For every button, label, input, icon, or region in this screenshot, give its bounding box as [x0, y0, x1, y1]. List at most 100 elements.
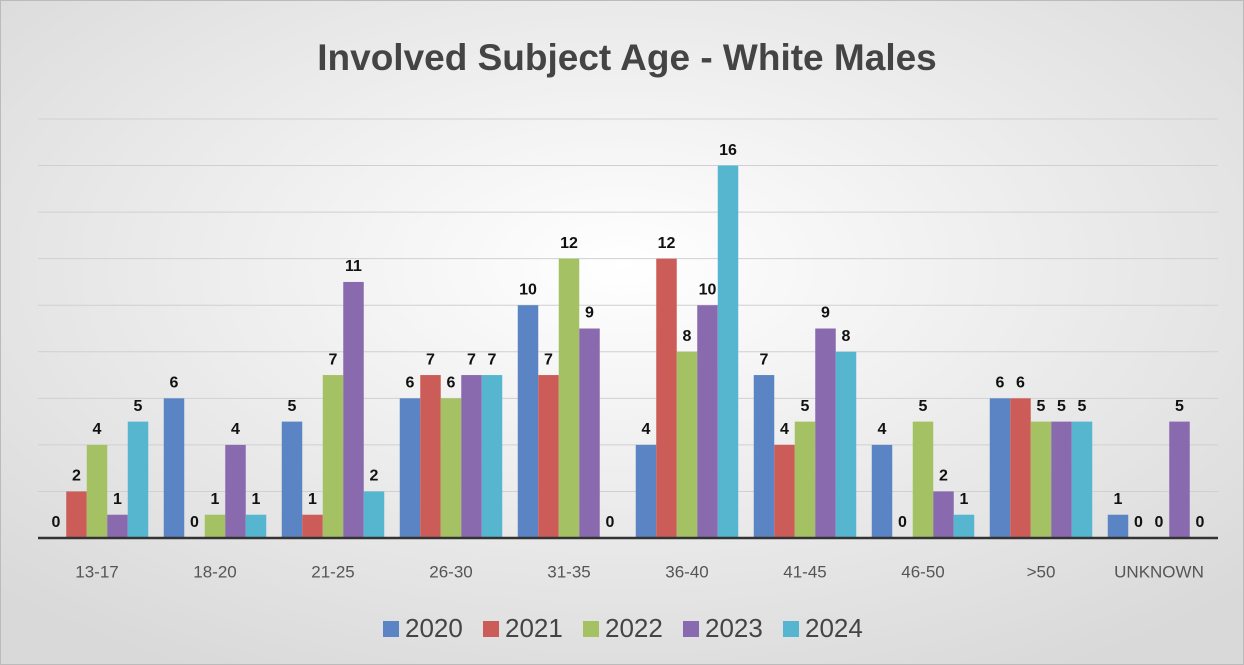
value-label: 2	[370, 468, 379, 485]
value-label: 1	[211, 491, 220, 508]
value-label: 12	[560, 235, 578, 252]
bar	[66, 491, 87, 538]
legend-label: 2020	[405, 613, 463, 643]
value-label: 0	[52, 514, 61, 531]
bar	[322, 375, 344, 538]
chart-title: Involved Subject Age - White Males	[317, 37, 937, 78]
legend-label: 2022	[605, 613, 663, 643]
x-tick-label: 41-45	[783, 562, 826, 581]
bar	[989, 398, 1011, 538]
value-label: 5	[1057, 398, 1066, 415]
x-tick-label: 18-20	[193, 562, 236, 581]
value-label: 9	[585, 305, 594, 322]
value-label: 2	[939, 468, 948, 485]
x-tick-label: >50	[1027, 562, 1056, 581]
value-label: 7	[426, 351, 435, 368]
bar	[225, 444, 246, 538]
value-label: 4	[780, 421, 789, 438]
value-label: 7	[488, 351, 497, 368]
value-label: 7	[467, 351, 476, 368]
value-label: 9	[821, 305, 830, 322]
bar	[912, 421, 934, 538]
bar	[363, 491, 385, 538]
value-label: 11	[345, 258, 362, 275]
bar	[1030, 421, 1052, 538]
value-label: 4	[93, 421, 102, 438]
bar	[1107, 514, 1129, 538]
bar	[538, 375, 559, 538]
value-label: 10	[519, 281, 537, 298]
value-label: 5	[919, 398, 928, 415]
bar	[420, 375, 441, 538]
bar	[86, 444, 108, 538]
bar	[245, 514, 267, 538]
value-label: 2	[72, 468, 81, 485]
value-label: 7	[760, 351, 769, 368]
bar	[107, 514, 128, 538]
value-label: 0	[898, 514, 907, 531]
value-label: 0	[190, 514, 199, 531]
value-label: 6	[996, 375, 1005, 392]
bar	[676, 351, 698, 538]
legend-label: 2024	[805, 613, 863, 643]
value-label: 5	[1037, 398, 1046, 415]
value-label: 5	[1078, 398, 1087, 415]
bar	[517, 305, 539, 538]
value-label: 0	[1155, 514, 1164, 531]
value-label: 6	[170, 375, 179, 392]
x-tick-label: 13-17	[75, 562, 118, 581]
bar	[794, 421, 816, 538]
legend-label: 2023	[705, 613, 763, 643]
legend-swatch	[783, 621, 799, 637]
bar	[656, 258, 677, 538]
value-label: 0	[606, 514, 615, 531]
bar	[440, 398, 462, 538]
value-label: 5	[801, 398, 810, 415]
legend-swatch	[383, 621, 399, 637]
legend-swatch	[483, 621, 499, 637]
bar	[697, 305, 718, 538]
value-label: 8	[683, 328, 692, 345]
value-label: 1	[1114, 491, 1123, 508]
bar	[127, 421, 149, 538]
bar	[635, 444, 657, 538]
value-label: 5	[1175, 398, 1184, 415]
bar	[343, 281, 364, 538]
bar	[871, 444, 893, 538]
bar	[1169, 421, 1190, 538]
x-tick-label: 21-25	[311, 562, 354, 581]
bar	[953, 514, 975, 538]
x-tick-label: UNKNOWN	[1114, 562, 1204, 581]
value-label: 12	[658, 235, 676, 252]
value-label: 5	[134, 398, 143, 415]
x-tick-label: 46-50	[901, 562, 944, 581]
bar	[481, 375, 503, 538]
bar	[933, 491, 954, 538]
bar	[717, 165, 739, 539]
value-label: 10	[699, 281, 717, 298]
value-label: 8	[842, 328, 851, 345]
bar	[163, 398, 185, 538]
bar	[204, 514, 226, 538]
x-tick-label: 31-35	[547, 562, 590, 581]
value-label: 1	[252, 491, 261, 508]
bar	[461, 375, 482, 538]
bar	[753, 375, 775, 538]
bar	[815, 328, 836, 538]
value-label: 4	[878, 421, 887, 438]
bar	[1051, 421, 1072, 538]
x-tick-label: 26-30	[429, 562, 472, 581]
legend-swatch	[583, 621, 599, 637]
bar	[302, 514, 323, 538]
value-label: 0	[1196, 514, 1205, 531]
value-label: 4	[231, 421, 240, 438]
value-label: 1	[960, 491, 969, 508]
value-label: 0	[1134, 514, 1143, 531]
bar	[399, 398, 421, 538]
bar	[1071, 421, 1093, 538]
value-label: 16	[719, 142, 737, 159]
legend-label: 2021	[505, 613, 563, 643]
value-label: 6	[447, 375, 456, 392]
